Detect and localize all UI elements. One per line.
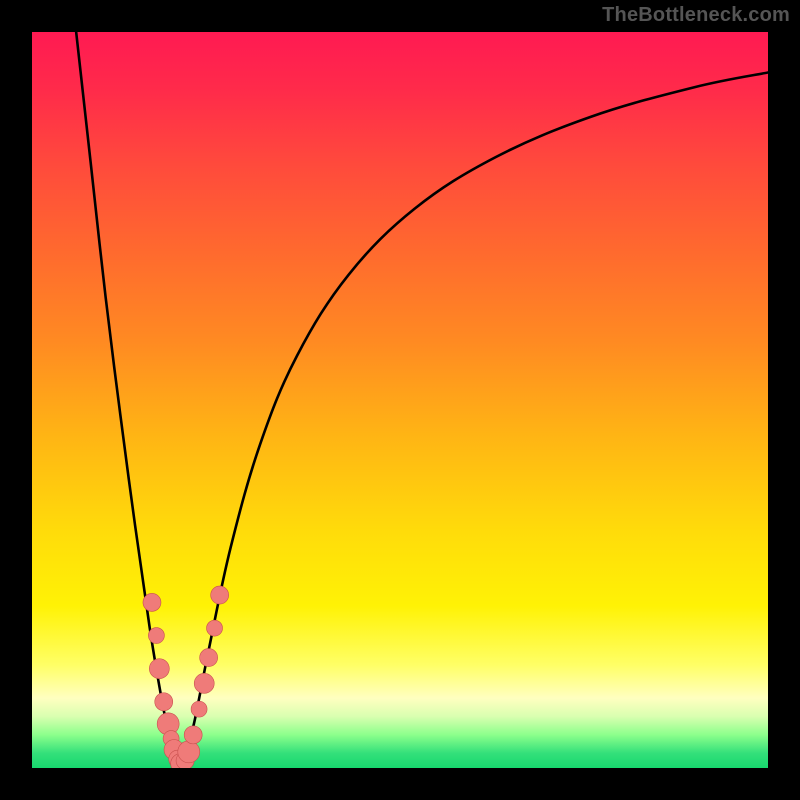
marker-dot xyxy=(200,649,218,667)
marker-dot xyxy=(194,673,214,693)
marker-dot xyxy=(148,628,164,644)
marker-dot xyxy=(178,741,200,763)
chart-frame: TheBottleneck.com xyxy=(0,0,800,800)
marker-dot xyxy=(184,726,202,744)
marker-dot xyxy=(191,701,207,717)
marker-dot xyxy=(143,593,161,611)
watermark-text: TheBottleneck.com xyxy=(602,4,790,27)
plot-area xyxy=(32,32,768,768)
gradient-bg xyxy=(32,32,768,768)
marker-dot xyxy=(155,693,173,711)
marker-dot xyxy=(149,659,169,679)
marker-dot xyxy=(211,586,229,604)
marker-dot xyxy=(207,620,223,636)
